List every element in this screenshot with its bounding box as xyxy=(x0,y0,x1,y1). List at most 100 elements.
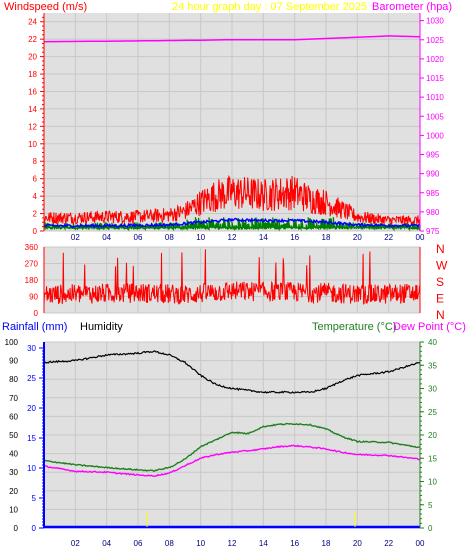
time-tick-label: 08 xyxy=(165,539,174,548)
humidity-tick-label: 90 xyxy=(9,357,18,366)
temperature-tick-label: 0 xyxy=(428,524,433,533)
temperature-tick-label: 5 xyxy=(428,501,433,510)
rainfall-tick-label: 20 xyxy=(27,404,36,413)
wind-grid xyxy=(44,13,421,232)
temperature-tick-label: 10 xyxy=(428,478,437,487)
temperature-tick-label: 20 xyxy=(428,431,437,440)
compass-label-0: N xyxy=(436,242,445,256)
windspeed-tick-label: 6 xyxy=(33,175,38,184)
barometer-tick-label: 995 xyxy=(426,151,440,160)
windspeed-tick-label: 14 xyxy=(28,105,37,114)
dewpoint-axis-label: Dew Point (°C) xyxy=(393,321,466,333)
barometer-tick-label: 1025 xyxy=(426,36,444,45)
barometer-tick-label: 1030 xyxy=(426,17,444,26)
barometer-tick-label: 1015 xyxy=(426,74,444,83)
time-tick-label: 20 xyxy=(353,539,362,548)
time-tick-label: 22 xyxy=(384,233,393,242)
rainfall-axis: 0 5 10 15 20 25 30 xyxy=(27,344,44,533)
barometer-tick-label: 980 xyxy=(426,208,440,217)
windspeed-tick-label: 16 xyxy=(28,87,37,96)
humidity-tick-label: 70 xyxy=(9,394,18,403)
wind-direction-line xyxy=(43,249,421,305)
time-tick-label: 14 xyxy=(259,233,268,242)
humidity-tick-label: 50 xyxy=(9,431,18,440)
climate-grid xyxy=(44,341,421,529)
barometer-tick-label: 1005 xyxy=(426,112,444,121)
windspeed-tick-label: 20 xyxy=(28,53,37,62)
windspeed-tick-label: 12 xyxy=(28,122,37,131)
graph-title: 24 hour graph day : 07 September 2025 xyxy=(172,1,367,13)
humidity-tick-label: 60 xyxy=(9,412,18,421)
temperature-tick-label: 25 xyxy=(428,408,437,417)
direction-tick-label: 360 xyxy=(25,243,39,252)
temperature-tick-label: 30 xyxy=(428,385,437,394)
time-tick-label: 04 xyxy=(102,233,111,242)
humidity-tick-label: 100 xyxy=(5,338,19,347)
barometer-tick-label: 975 xyxy=(426,227,440,236)
barometer-line xyxy=(43,35,421,43)
climate-series xyxy=(43,350,421,529)
time-tick-label: 02 xyxy=(71,539,80,548)
direction-tick-label: 180 xyxy=(25,276,39,285)
compass-label-4: N xyxy=(436,308,445,322)
rainfall-tick-label: 25 xyxy=(27,374,36,383)
rainfall-tick-label: 10 xyxy=(27,464,36,473)
time-tick-label: 02 xyxy=(71,233,80,242)
time-tick-label: 08 xyxy=(165,233,174,242)
rainfall-axis-label: Rainfall (mm) xyxy=(2,321,67,333)
rainfall-tick-label: 0 xyxy=(32,524,37,533)
time-tick-label: 10 xyxy=(196,539,205,548)
windspeed-tick-label: 18 xyxy=(28,70,37,79)
windspeed-line xyxy=(43,174,421,226)
humidity-tick-label: 30 xyxy=(9,468,18,477)
humidity-tick-label: 0 xyxy=(14,524,19,533)
time-tick-label: 06 xyxy=(134,233,143,242)
time-tick-label: 18 xyxy=(322,539,331,548)
windspeed-tick-label: 0 xyxy=(33,227,38,236)
temperature-tick-label: 15 xyxy=(428,454,437,463)
time-tick-label: 14 xyxy=(259,539,268,548)
compass-label-2: S xyxy=(436,275,444,289)
barometer-tick-label: 990 xyxy=(426,170,440,179)
temperature-axis: 0 5 10 15 20 25 30 35 40 xyxy=(420,338,437,533)
time-tick-label: 04 xyxy=(102,539,111,548)
temperature-axis-label: Temperature (°C) xyxy=(312,321,396,333)
windspeed-tick-label: 24 xyxy=(28,18,37,27)
time-tick-label: 12 xyxy=(228,539,237,548)
barometer-tick-label: 1000 xyxy=(426,131,444,140)
time-tick-label: 20 xyxy=(353,233,362,242)
humidity-line xyxy=(43,350,421,394)
rainfall-tick-label: 15 xyxy=(27,434,36,443)
temperature-tick-label: 40 xyxy=(428,338,437,347)
direction-tick-label: 90 xyxy=(29,293,38,302)
direction-tick-label: 0 xyxy=(34,309,39,318)
humidity-tick-label: 10 xyxy=(9,505,18,514)
humidity-tick-label: 20 xyxy=(9,487,18,496)
humidity-tick-label: 80 xyxy=(9,375,18,384)
windspeed-tick-label: 10 xyxy=(28,140,37,149)
rainfall-tick-label: 5 xyxy=(32,494,37,503)
windspeed-tick-label: 22 xyxy=(28,35,37,44)
time-tick-label: 16 xyxy=(290,233,299,242)
barometer-axis-label: Barometer (hpa) xyxy=(372,1,452,13)
direction-axis: 0 90 180 270 360 xyxy=(25,243,39,318)
compass-label-3: E xyxy=(436,292,444,306)
temperature-tick-label: 35 xyxy=(428,361,437,370)
humidity-tick-label: 40 xyxy=(9,450,18,459)
time-tick-label: 00 xyxy=(416,233,425,242)
time-tick-label: 18 xyxy=(322,233,331,242)
windspeed-tick-label: 8 xyxy=(33,157,38,166)
compass-label-1: W xyxy=(436,259,448,273)
windspeed-axis-label: Windspeed (m/s) xyxy=(4,1,87,13)
direction-series xyxy=(43,249,421,305)
time-tick-label: 06 xyxy=(134,539,143,548)
windspeed-tick-label: 4 xyxy=(33,192,38,201)
time-tick-label: 10 xyxy=(196,233,205,242)
wind-series xyxy=(43,35,421,232)
time-tick-label: 00 xyxy=(416,539,425,548)
direction-tick-label: 270 xyxy=(25,260,39,269)
time-tick-label: 22 xyxy=(384,539,393,548)
